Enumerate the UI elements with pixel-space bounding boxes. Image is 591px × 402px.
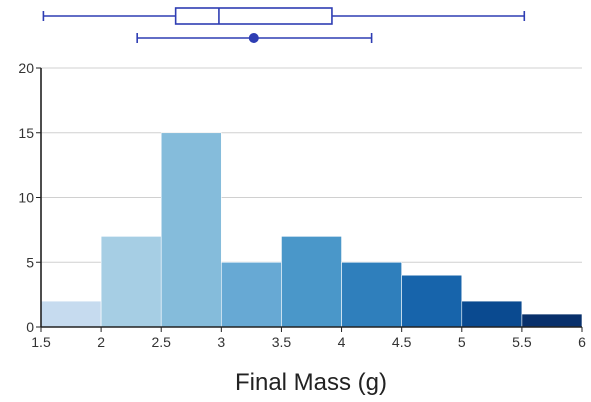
x-tick-label: 2 [97, 334, 105, 350]
x-tick-label: 5 [458, 334, 466, 350]
histogram-bar[interactable] [281, 236, 342, 328]
histogram-bar[interactable] [160, 132, 222, 328]
x-tick-label: 5.5 [512, 334, 532, 350]
summary-layer [42, 7, 526, 43]
histogram-bar[interactable] [461, 300, 523, 328]
bars-layer [40, 132, 583, 328]
histogram-bar[interactable] [341, 261, 402, 328]
x-tick-label: 4 [338, 334, 346, 350]
histogram-bar[interactable] [521, 313, 583, 328]
histogram-bar[interactable] [221, 261, 282, 328]
x-tick-label: 4.5 [392, 334, 412, 350]
y-tick-label: 20 [18, 60, 34, 76]
y-tick-label: 15 [18, 125, 34, 141]
axes-layer: 0 5 10 15 20 1.5 2 2.5 3 3.5 4 4.5 5 5.5 6 [18, 60, 586, 350]
x-tick-label: 1.5 [31, 334, 51, 350]
x-tick-label: 3.5 [272, 334, 292, 350]
grid-layer [41, 67, 582, 263]
boxplot-box[interactable] [174, 7, 333, 25]
mean-point[interactable] [248, 33, 259, 43]
x-tick-label: 2.5 [151, 334, 171, 350]
histogram-bar[interactable] [100, 236, 162, 328]
x-tick-label: 6 [578, 334, 586, 350]
histogram-bar[interactable] [401, 274, 463, 328]
histogram-bar[interactable] [40, 300, 102, 328]
x-tick-label: 3 [217, 334, 225, 350]
y-tick-label: 5 [26, 254, 34, 270]
y-tick-label: 0 [26, 319, 34, 335]
x-axis-title: Final Mass (g) [235, 369, 387, 396]
y-tick-label: 10 [18, 190, 34, 206]
